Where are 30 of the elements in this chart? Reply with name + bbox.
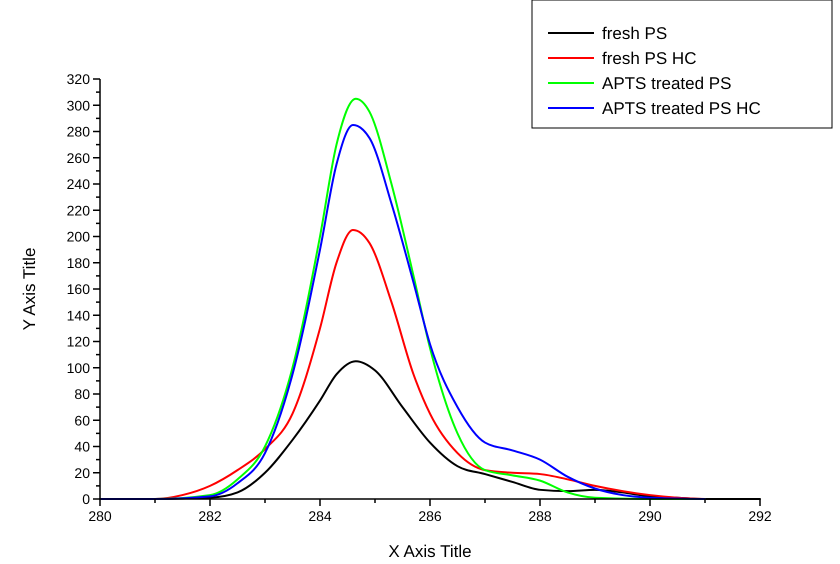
x-tick-label: 290 <box>638 508 662 524</box>
y-tick-label: 180 <box>66 254 90 271</box>
y-tick-label: 320 <box>66 71 90 87</box>
y-axis-title: Y Axis Title <box>20 248 39 330</box>
y-tick-label: 260 <box>66 150 90 166</box>
legend-label: APTS treated PS <box>602 74 732 93</box>
legend-label: fresh PS HC <box>602 49 696 68</box>
y-tick-label: 20 <box>74 464 90 481</box>
y-tick-label: 200 <box>66 228 90 244</box>
y-tick-label: 80 <box>74 386 90 402</box>
y-tick-label: 0 <box>82 491 90 507</box>
y-tick-label: 300 <box>66 97 90 114</box>
y-tick-label: 100 <box>66 360 90 376</box>
x-tick-label: 286 <box>418 508 442 524</box>
legend-label: fresh PS <box>602 24 668 43</box>
x-tick-label: 284 <box>308 508 332 524</box>
y-tick-label: 60 <box>74 412 90 428</box>
y-tick-label: 120 <box>66 334 90 350</box>
x-tick-label: 280 <box>88 508 112 524</box>
x-tick-label: 282 <box>198 508 222 524</box>
y-tick-label: 220 <box>66 202 90 218</box>
y-tick-label: 280 <box>66 124 90 140</box>
x-axis-title: X Axis Title <box>388 542 472 561</box>
x-tick-label: 292 <box>748 508 772 524</box>
y-tick-label: 40 <box>74 438 90 454</box>
y-tick-label: 140 <box>66 307 90 324</box>
x-tick-label: 288 <box>528 508 552 524</box>
y-tick-label: 240 <box>66 176 90 192</box>
y-tick-label: 160 <box>66 281 90 297</box>
legend-label: APTS treated PS HC <box>602 99 761 118</box>
